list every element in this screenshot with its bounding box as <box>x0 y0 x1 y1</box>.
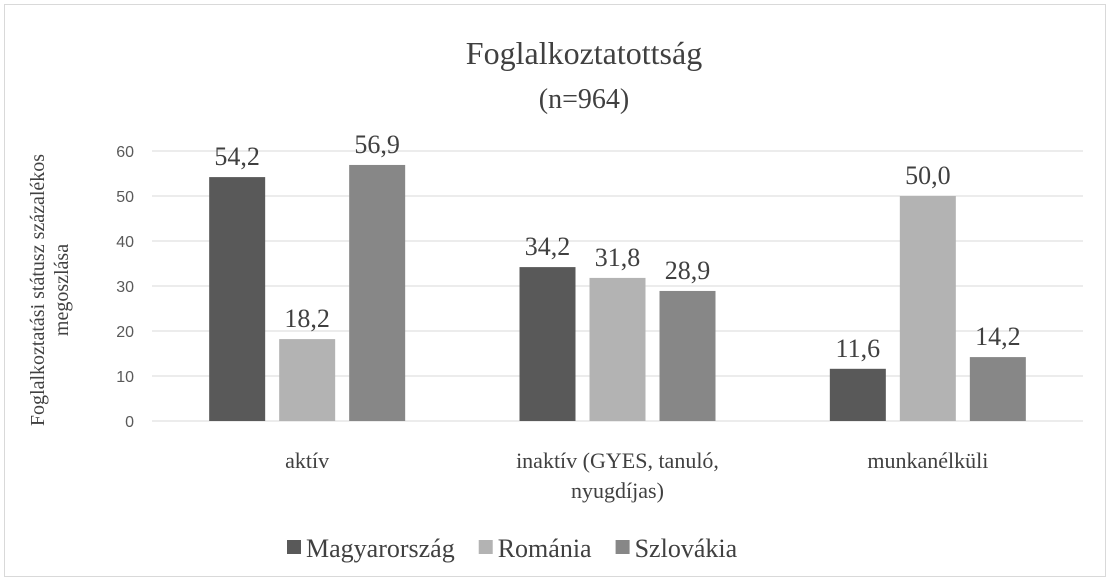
bar <box>899 196 956 421</box>
data-label: 54,2 <box>214 142 260 171</box>
x-tick-label: munkanélküli <box>867 448 989 473</box>
y-tick-label: 50 <box>116 189 134 206</box>
y-tick-label: 30 <box>116 279 134 296</box>
legend-swatch <box>287 540 301 554</box>
y-tick-label: 0 <box>125 414 134 431</box>
data-label: 50,0 <box>905 161 951 190</box>
bar <box>659 290 716 421</box>
x-tick-label: inaktív (GYES, tanuló, nyugdíjas) <box>516 448 719 503</box>
y-tick-label: 10 <box>116 369 134 386</box>
data-label: 56,9 <box>354 130 400 159</box>
data-label: 34,2 <box>525 232 571 261</box>
x-tick-label: aktív <box>285 448 330 473</box>
chart-title: Foglalkoztatottság <box>466 35 702 71</box>
bar <box>519 267 576 421</box>
bar <box>279 339 336 421</box>
bar <box>209 177 266 421</box>
y-tick-label: 20 <box>116 324 134 341</box>
bar <box>829 368 886 421</box>
data-label: 18,2 <box>284 304 330 333</box>
legend-swatch <box>478 540 493 554</box>
chart-subtitle: (n=964) <box>539 84 629 115</box>
data-label: 14,2 <box>975 322 1021 351</box>
legend-label: Szlovákia <box>635 534 738 563</box>
legend-label: Románia <box>498 534 592 563</box>
data-label: 28,9 <box>665 256 711 285</box>
bar <box>969 357 1026 421</box>
y-axis-title: megoszlása <box>51 244 73 336</box>
y-tick-label: 40 <box>116 234 134 251</box>
legend-label: Magyarország <box>306 534 455 563</box>
y-axis-title: Foglalkoztatási státusz százalékos <box>27 154 49 426</box>
data-label: 31,8 <box>595 243 641 272</box>
bar <box>589 277 646 421</box>
data-label: 11,6 <box>836 334 881 363</box>
bar <box>349 164 406 421</box>
y-tick-label: 60 <box>116 144 134 161</box>
legend-swatch <box>615 540 630 554</box>
